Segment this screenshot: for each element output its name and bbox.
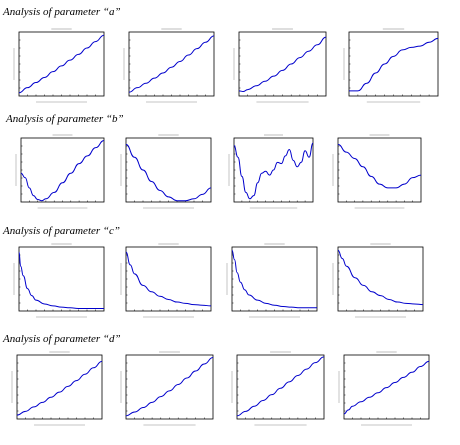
plot-area <box>128 31 215 97</box>
chart-d-3 <box>231 351 325 426</box>
plot-area <box>125 246 212 312</box>
plot-area <box>238 31 327 97</box>
plot-area <box>18 246 105 312</box>
chart-b-4 <box>332 134 422 209</box>
series-line <box>20 140 105 202</box>
chart-c-3 <box>226 243 318 318</box>
chart-a-4 <box>343 28 439 103</box>
chart-b-2 <box>120 134 212 209</box>
section-title-c: Analysis of parameter “c” <box>3 225 121 237</box>
plot-area <box>236 354 325 420</box>
chart-b-3 <box>228 134 314 209</box>
section-title-b: Analysis of parameter “b” <box>6 113 124 125</box>
chart-a-2 <box>123 28 215 103</box>
series-line <box>18 34 105 94</box>
plot-area <box>343 354 430 420</box>
plot-area <box>337 246 424 312</box>
section-title-d: Analysis of parameter “d” <box>3 333 121 345</box>
chart-d-4 <box>338 351 430 426</box>
chart-b-1 <box>15 134 105 209</box>
series-line <box>125 357 214 417</box>
series-line <box>236 356 325 417</box>
plot-area <box>125 137 212 203</box>
series-line <box>18 251 104 309</box>
chart-a-1 <box>13 28 105 103</box>
chart-d-1 <box>11 351 103 426</box>
section-title-a: Analysis of parameter “a” <box>3 6 121 18</box>
series-line <box>238 36 327 93</box>
series-line <box>233 142 314 200</box>
series-line <box>125 251 212 307</box>
plot-area <box>231 246 318 312</box>
series-line <box>128 35 215 93</box>
plot-area <box>337 137 422 203</box>
plot-area <box>20 137 105 203</box>
series-line <box>348 37 439 92</box>
chart-c-2 <box>120 243 212 318</box>
series-line <box>343 360 430 415</box>
series-line <box>231 249 317 309</box>
series-line <box>337 143 422 189</box>
chart-c-1 <box>13 243 105 318</box>
chart-d-2 <box>120 351 214 426</box>
chart-a-3 <box>233 28 327 103</box>
chart-c-4 <box>332 243 424 318</box>
series-line <box>337 249 424 306</box>
plot-area <box>18 31 105 97</box>
series-line <box>125 143 212 202</box>
series-line <box>16 360 103 416</box>
